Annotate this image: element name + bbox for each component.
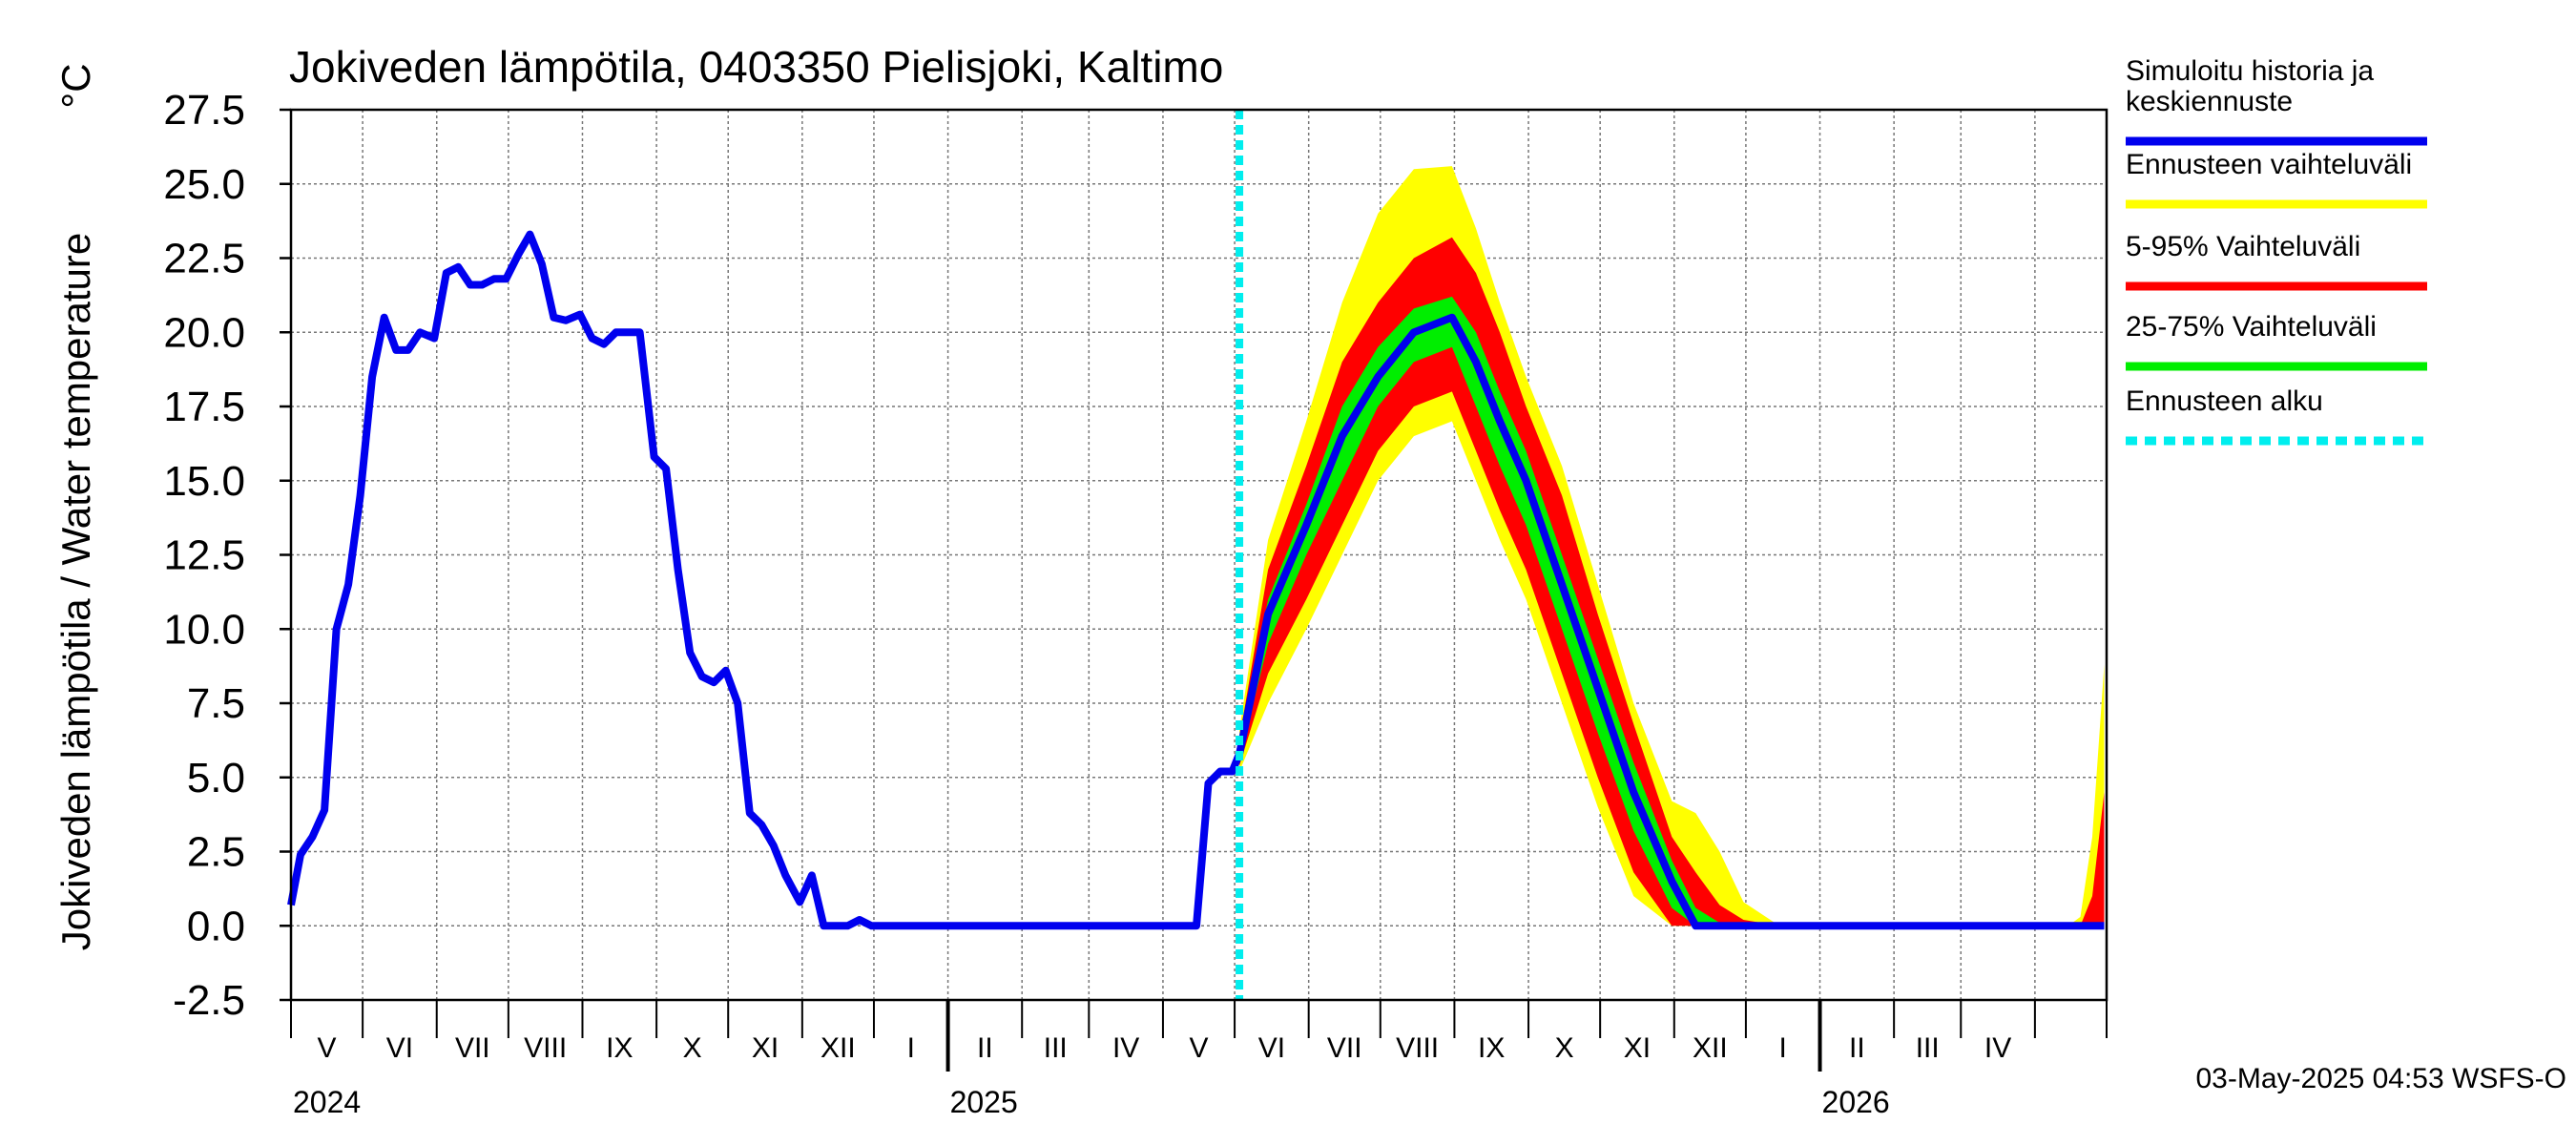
chart-title: Jokiveden lämpötila, 0403350 Pielisjoki,… — [289, 42, 1223, 92]
y-tick-label: 2.5 — [187, 829, 245, 876]
x-year-label: 2025 — [950, 1085, 1018, 1119]
y-tick-label: 17.5 — [163, 384, 245, 430]
x-month-label: VI — [1258, 1032, 1285, 1064]
x-month-label: XII — [1693, 1032, 1728, 1064]
median-forecast-line — [1236, 313, 2105, 930]
y-tick-label: 25.0 — [163, 161, 245, 208]
legend-label: 25-75% Vaihteluväli — [2126, 311, 2377, 343]
legend-label: Ennusteen alku — [2126, 385, 2323, 417]
y-axis-label: Jokiveden lämpötila / Water temperature — [53, 233, 98, 950]
x-month-label: I — [907, 1032, 915, 1064]
y-tick-label: -2.5 — [173, 977, 245, 1024]
legend-label: keskiennuste — [2126, 86, 2293, 117]
x-month-label: V — [1189, 1032, 1208, 1064]
x-month-label: X — [1555, 1032, 1574, 1064]
y-tick-label: 0.0 — [187, 903, 245, 949]
x-month-label: II — [1849, 1032, 1865, 1064]
y-tick-label: 15.0 — [163, 458, 245, 505]
footer-timestamp: 03-May-2025 04:53 WSFS-O — [2196, 1063, 2567, 1094]
x-month-label: IX — [1478, 1032, 1505, 1064]
y-tick-label: 5.0 — [187, 755, 245, 802]
x-month-label: III — [1916, 1032, 1940, 1064]
legend-label: Ennusteen vaihteluväli — [2126, 149, 2412, 180]
x-year-label: 2024 — [293, 1085, 361, 1119]
forecast-bands — [1239, 166, 2105, 926]
x-month-label: VIII — [1396, 1032, 1439, 1064]
axes: 27.5 25.0 22.5 20.0 17.5 15.0 12.5 10.0 7.5 5.0 2.… — [163, 87, 2109, 1119]
legend-label: Simuloitu historia ja — [2126, 55, 2374, 87]
y-tick-label: 20.0 — [163, 309, 245, 356]
y-tick-label: 12.5 — [163, 532, 245, 579]
x-year-label: 2026 — [1822, 1085, 1890, 1119]
x-month-label: VII — [455, 1032, 490, 1064]
x-month-label: II — [977, 1032, 993, 1064]
y-tick-label: 10.0 — [163, 606, 245, 653]
x-month-label: VIII — [524, 1032, 567, 1064]
y-tick-label: 7.5 — [187, 680, 245, 727]
x-month-label: XII — [821, 1032, 856, 1064]
x-month-label: XI — [1624, 1032, 1651, 1064]
x-month-label: I — [1779, 1032, 1787, 1064]
x-month-label: VII — [1327, 1032, 1362, 1064]
x-month-label: VI — [386, 1032, 413, 1064]
x-month-label: V — [318, 1032, 337, 1064]
history-line — [287, 230, 1243, 930]
series-lines — [287, 110, 2105, 1000]
y-tick-label: 27.5 — [163, 87, 245, 134]
x-month-label: X — [683, 1032, 702, 1064]
legend-label: 5-95% Vaihteluväli — [2126, 231, 2360, 262]
x-month-label: XI — [752, 1032, 779, 1064]
y-tick-label: 22.5 — [163, 236, 245, 282]
y-axis-unit: °C — [53, 63, 98, 108]
x-month-label: IX — [606, 1032, 633, 1064]
x-month-label: III — [1044, 1032, 1068, 1064]
x-month-label: IV — [1984, 1032, 2011, 1064]
x-month-label: IV — [1112, 1032, 1139, 1064]
